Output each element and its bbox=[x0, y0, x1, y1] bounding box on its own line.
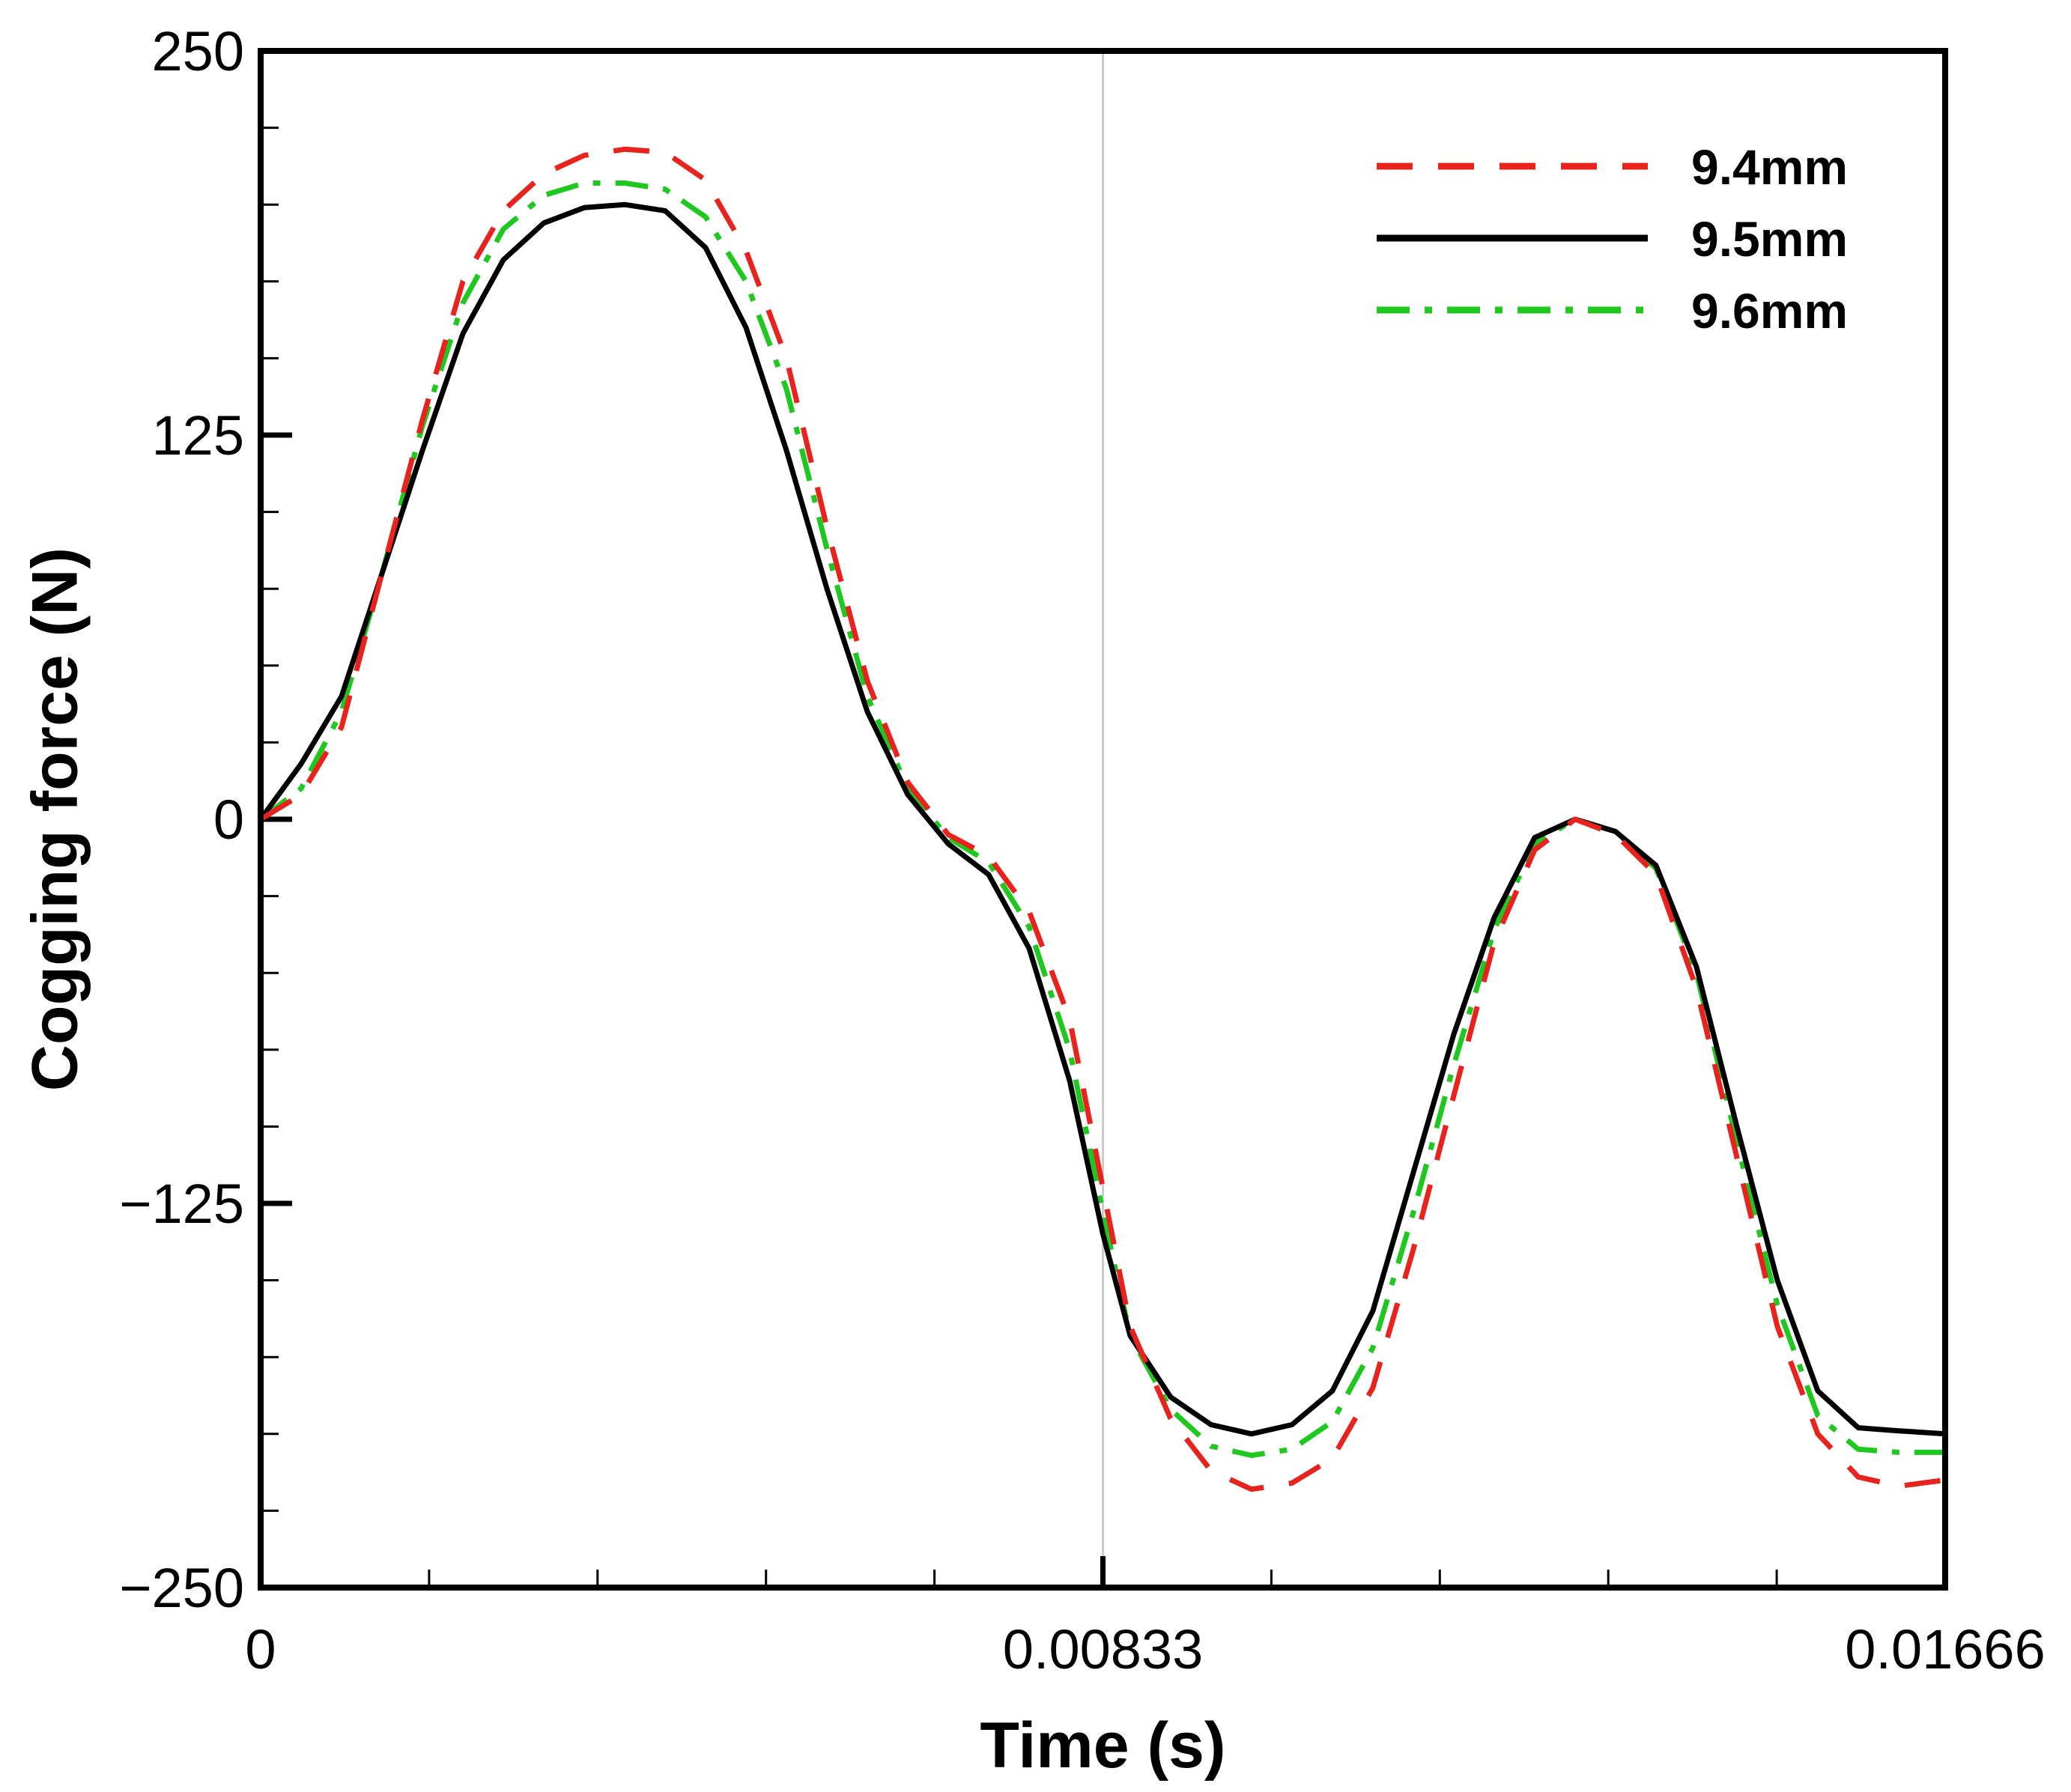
y-tick-label: −250 bbox=[119, 1557, 244, 1619]
x-tick-label: 0 bbox=[245, 1618, 276, 1680]
y-tick-label: 125 bbox=[152, 404, 244, 467]
legend: 9.4mm 9.5mm 9.6mm bbox=[1377, 139, 1848, 338]
x-axis-title: Time (s) bbox=[980, 1710, 1225, 1782]
series-layer bbox=[258, 146, 1946, 1492]
legend-label: 9.5mm bbox=[1691, 211, 1848, 267]
legend-label: 9.6mm bbox=[1691, 283, 1848, 338]
series-line-9-5mm bbox=[258, 201, 1946, 1437]
x-tick-label: 0.01666 bbox=[1845, 1618, 2046, 1680]
y-tick-label: −125 bbox=[119, 1173, 244, 1235]
plot-frame bbox=[258, 48, 1948, 1591]
y-tick-label: 0 bbox=[213, 789, 244, 851]
y-tick-label: 250 bbox=[152, 20, 244, 82]
legend-label: 9.4mm bbox=[1691, 139, 1848, 195]
y-axis-title: Cogging force (N) bbox=[19, 547, 91, 1091]
x-tick-label: 0.00833 bbox=[1003, 1618, 1204, 1680]
